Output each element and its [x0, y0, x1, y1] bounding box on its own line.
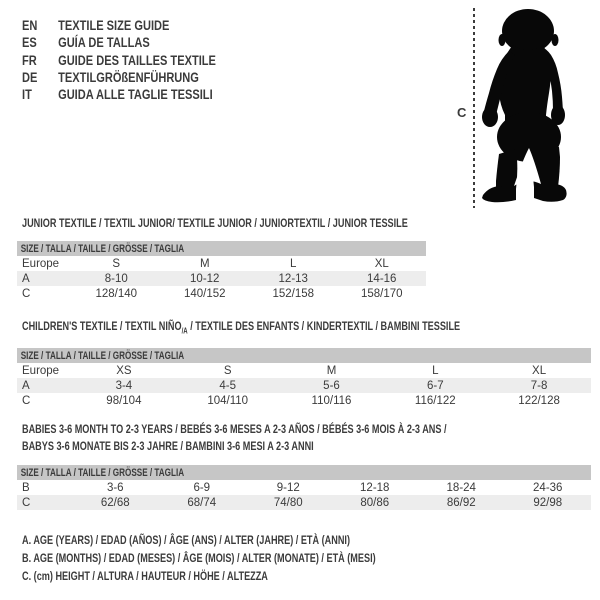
- language-row-de: DE TEXTILGRÖßENFÜHRUNG: [22, 69, 216, 86]
- size-cell: S: [112, 257, 121, 270]
- size-cell: L: [432, 364, 439, 377]
- value-cell: 62/68: [100, 496, 130, 509]
- size-header-label: SIZE / TALLA / TAILLE / GRÖSSE / TAGLIA: [20, 349, 185, 362]
- value-cell: 8-10: [104, 272, 128, 285]
- size-cell: M: [326, 364, 337, 377]
- age-years-row: A 8-10 10-12 12-13 14-16: [17, 271, 426, 286]
- row-label: A: [22, 379, 30, 392]
- size-cell: XL: [532, 364, 547, 377]
- language-code: IT: [22, 87, 32, 103]
- size-header-label: SIZE / TALLA / TAILLE / GRÖSSE / TAGLIA: [20, 466, 185, 479]
- age-years-row: A 3-4 4-5 5-6 6-7 7-8: [17, 378, 591, 393]
- value-cell: 128/140: [95, 287, 138, 300]
- language-row-fr: FR GUIDE DES TAILLES TEXTILE: [22, 52, 216, 69]
- language-code: DE: [22, 69, 38, 85]
- value-cell: 116/122: [414, 394, 456, 407]
- row-label: C: [22, 394, 31, 407]
- value-cell: 158/170: [360, 287, 403, 300]
- value-cell: 3-4: [115, 379, 133, 392]
- region-label: Europe: [22, 257, 60, 270]
- value-cell: 9-12: [276, 481, 300, 494]
- junior-size-table: SIZE / TALLA / TAILLE / GRÖSSE / TAGLIA …: [17, 241, 426, 301]
- value-cell: 140/152: [183, 287, 226, 300]
- value-cell: 6-9: [193, 481, 211, 494]
- row-label: B: [22, 481, 30, 494]
- legend-line-age-years: A. AGE (YEARS) / EDAD (AÑOS) / ÂGE (ANS)…: [22, 533, 350, 547]
- size-header-bar: SIZE / TALLA / TAILLE / GRÖSSE / TAGLIA: [17, 241, 426, 256]
- children-size-table: SIZE / TALLA / TAILLE / GRÖSSE / TAGLIA …: [17, 348, 591, 408]
- children-table-title: CHILDREN'S TEXTILE / TEXTIL NIÑO/A / TEX…: [22, 319, 461, 336]
- legend-line-age-months: B. AGE (MONTHS) / EDAD (MESES) / ÂGE (MO…: [22, 551, 376, 565]
- region-label: Europe: [22, 364, 60, 377]
- size-row: Europe S M L XL: [17, 256, 426, 271]
- value-cell: 68/74: [187, 496, 217, 509]
- value-cell: 3-6: [106, 481, 124, 494]
- babies-table-title: BABIES 3-6 MONTH TO 2-3 YEARS / BEBÉS 3-…: [22, 422, 447, 453]
- value-cell: 12-13: [278, 272, 308, 285]
- language-title: GUIDA ALLE TAGLIE TESSILI: [58, 87, 213, 103]
- age-months-row: B 3-6 6-9 9-12 12-18 18-24 24-36: [17, 480, 591, 495]
- value-cell: 92/98: [533, 496, 563, 509]
- size-row: Europe XS S M L XL: [17, 363, 591, 378]
- value-cell: 4-5: [219, 379, 236, 392]
- value-cell: 152/158: [272, 287, 315, 300]
- language-row-es: ES GUÍA DE TALLAS: [22, 34, 216, 51]
- junior-table-title: JUNIOR TEXTILE / TEXTIL JUNIOR/ TEXTILE …: [22, 216, 408, 230]
- language-row-it: IT GUIDA ALLE TAGLIE TESSILI: [22, 86, 216, 103]
- value-cell: 12-18: [360, 481, 390, 494]
- value-cell: 110/116: [311, 394, 352, 407]
- height-cm-row: C 62/68 68/74 74/80 80/86 86/92 92/98: [17, 495, 591, 510]
- row-label: C: [22, 496, 31, 509]
- language-title: GUIDE DES TAILLES TEXTILE: [58, 52, 216, 68]
- height-measure-dotted-line: [473, 8, 475, 208]
- title-subscript: /A: [181, 326, 188, 336]
- row-label: A: [22, 272, 30, 285]
- value-cell: 104/110: [207, 394, 249, 407]
- size-header-bar: SIZE / TALLA / TAILLE / GRÖSSE / TAGLIA: [17, 348, 591, 363]
- language-code: FR: [22, 52, 37, 68]
- language-code: ES: [22, 35, 37, 51]
- value-cell: 74/80: [273, 496, 303, 509]
- language-row-en: EN TEXTILE SIZE GUIDE: [22, 17, 216, 34]
- value-cell: 86/92: [446, 496, 476, 509]
- value-cell: 5-6: [323, 379, 340, 392]
- language-title: GUÍA DE TALLAS: [58, 35, 150, 51]
- value-cell: 98/104: [106, 394, 142, 407]
- row-label: C: [22, 287, 31, 300]
- babies-size-table: SIZE / TALLA / TAILLE / GRÖSSE / TAGLIA …: [17, 465, 591, 510]
- size-cell: L: [290, 257, 297, 270]
- size-cell: XL: [374, 257, 389, 270]
- language-title: TEXTILGRÖßENFÜHRUNG: [58, 69, 199, 85]
- height-measure-label: C: [457, 105, 467, 120]
- value-cell: 14-16: [367, 272, 397, 285]
- measure-legend: A. AGE (YEARS) / EDAD (AÑOS) / ÂGE (ANS)…: [22, 531, 487, 585]
- legend-line-height: C. (cm) HEIGHT / ALTURA / HAUTEUR / HÖHE…: [22, 569, 268, 583]
- value-cell: 24-36: [533, 481, 563, 494]
- height-cm-row: C 98/104 104/110 110/116 116/122 122/128: [17, 393, 591, 408]
- value-cell: 18-24: [446, 481, 476, 494]
- value-cell: 10-12: [190, 272, 220, 285]
- value-cell: 122/128: [518, 394, 560, 407]
- size-cell: S: [223, 364, 232, 377]
- size-cell: M: [199, 257, 210, 270]
- size-cell: XS: [116, 364, 132, 377]
- value-cell: 6-7: [426, 379, 444, 392]
- language-code: EN: [22, 18, 38, 33]
- language-title: TEXTILE SIZE GUIDE: [58, 18, 170, 33]
- value-cell: 80/86: [360, 496, 390, 509]
- size-header-label: SIZE / TALLA / TAILLE / GRÖSSE / TAGLIA: [20, 242, 185, 255]
- height-cm-row: C 128/140 140/152 152/158 158/170: [17, 286, 426, 301]
- language-guide-list: EN TEXTILE SIZE GUIDE ES GUÍA DE TALLAS …: [22, 17, 216, 103]
- value-cell: 7-8: [530, 379, 548, 392]
- toddler-silhouette-icon: [482, 9, 567, 203]
- size-header-bar: SIZE / TALLA / TAILLE / GRÖSSE / TAGLIA: [17, 465, 591, 480]
